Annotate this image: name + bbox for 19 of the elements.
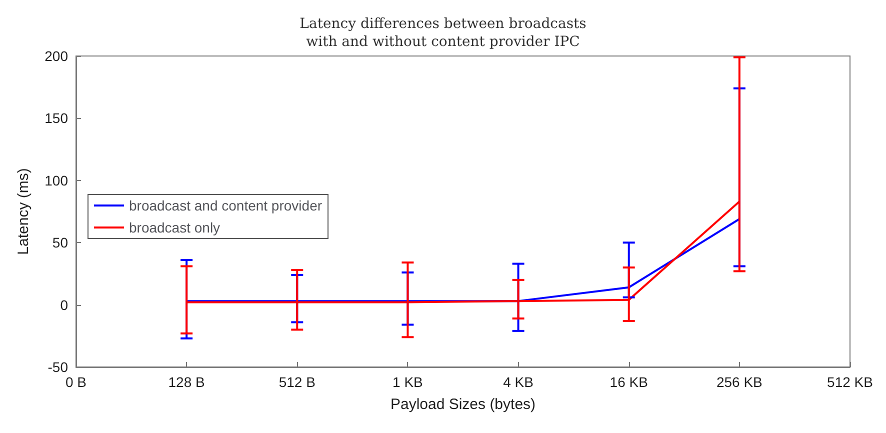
y-tick-label: 100 [44,172,68,188]
legend-label: broadcast only [129,220,220,236]
x-axis-title: Payload Sizes (bytes) [390,396,536,413]
chart-title: Latency differences between broadcasts with and without content provider IPC [300,16,586,50]
y-axis-title: Latency (ms) [15,168,32,255]
x-tick-label: 1 KB [392,374,423,390]
x-tick-label: 512 B [278,374,316,390]
legend-label: broadcast and content provider [129,198,322,214]
y-tick-label: 200 [44,48,68,64]
x-tick-label: 4 KB [503,374,534,390]
x-tick-label: 256 KB [716,374,762,390]
y-tick-label: 50 [52,234,68,251]
y-tick-label: -50 [48,359,68,375]
y-tick-label: 0 [60,296,68,313]
y-tick-label: 150 [44,110,68,126]
x-tick-label: 0 B [65,374,87,390]
x-tick-label: 512 KB [827,374,873,390]
x-tick-label: 16 KB [610,374,648,390]
x-tick-label: 128 B [168,374,205,390]
